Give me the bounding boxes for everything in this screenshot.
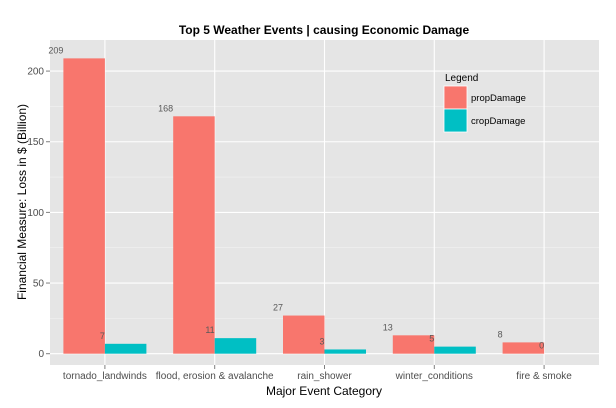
bar-cropDamage	[214, 338, 257, 354]
bar-cropDamage	[324, 349, 366, 354]
x-axis-title: Major Event Category	[266, 384, 382, 398]
legend-label-propDamage: propDamage	[471, 93, 526, 104]
data-label-propDamage: 209	[48, 45, 63, 55]
bar-propDamage	[392, 335, 435, 354]
y-tick-label: 100	[27, 208, 44, 219]
bar-propDamage	[283, 315, 325, 354]
x-tick-label: tornado_landwinds	[63, 371, 147, 382]
legend-key-propDamage	[443, 85, 468, 110]
y-tick-label: 50	[33, 279, 45, 290]
y-axis: 0 50 100 150 200	[27, 67, 50, 360]
bar-propDamage	[63, 58, 105, 354]
data-labels: 209 168 27 13 8 7 11 3 5 0	[48, 45, 544, 350]
x-tick-label: fire & smoke	[516, 371, 572, 382]
x-axis: tornado_landwinds flood, erosion & avalan…	[63, 365, 572, 382]
data-label-cropDamage: 7	[100, 331, 105, 341]
bars	[63, 58, 545, 354]
bar-cropDamage	[104, 343, 147, 354]
bar-propDamage	[173, 116, 215, 354]
data-label-cropDamage: 0	[539, 341, 544, 351]
y-tick-label: 150	[27, 137, 44, 148]
bar-cropDamage	[434, 346, 476, 354]
x-tick-label: winter_conditions	[395, 371, 473, 382]
data-label-propDamage: 27	[273, 303, 283, 313]
x-tick-label: flood, erosion & avalanche	[156, 371, 274, 382]
chart-title: Top 5 Weather Events | causing Economic …	[179, 23, 470, 37]
data-label-cropDamage: 3	[319, 336, 324, 346]
data-label-propDamage: 168	[158, 103, 173, 113]
y-tick-label: 200	[27, 67, 44, 78]
data-label-propDamage: 13	[383, 322, 393, 332]
legend-label-cropDamage: cropDamage	[471, 116, 525, 127]
x-tick-label: rain_shower	[297, 371, 352, 382]
data-label-cropDamage: 5	[429, 334, 434, 344]
legend: Legend propDamage cropDamage	[443, 73, 526, 133]
y-axis-title: Financial Measure: Loss in $ (Billion)	[15, 104, 29, 300]
data-label-propDamage: 8	[498, 329, 503, 339]
y-tick-label: 0	[38, 349, 44, 360]
legend-title: Legend	[445, 73, 478, 84]
legend-key-cropDamage	[443, 108, 468, 133]
bar-propDamage	[502, 342, 545, 354]
data-label-cropDamage: 11	[205, 325, 214, 335]
